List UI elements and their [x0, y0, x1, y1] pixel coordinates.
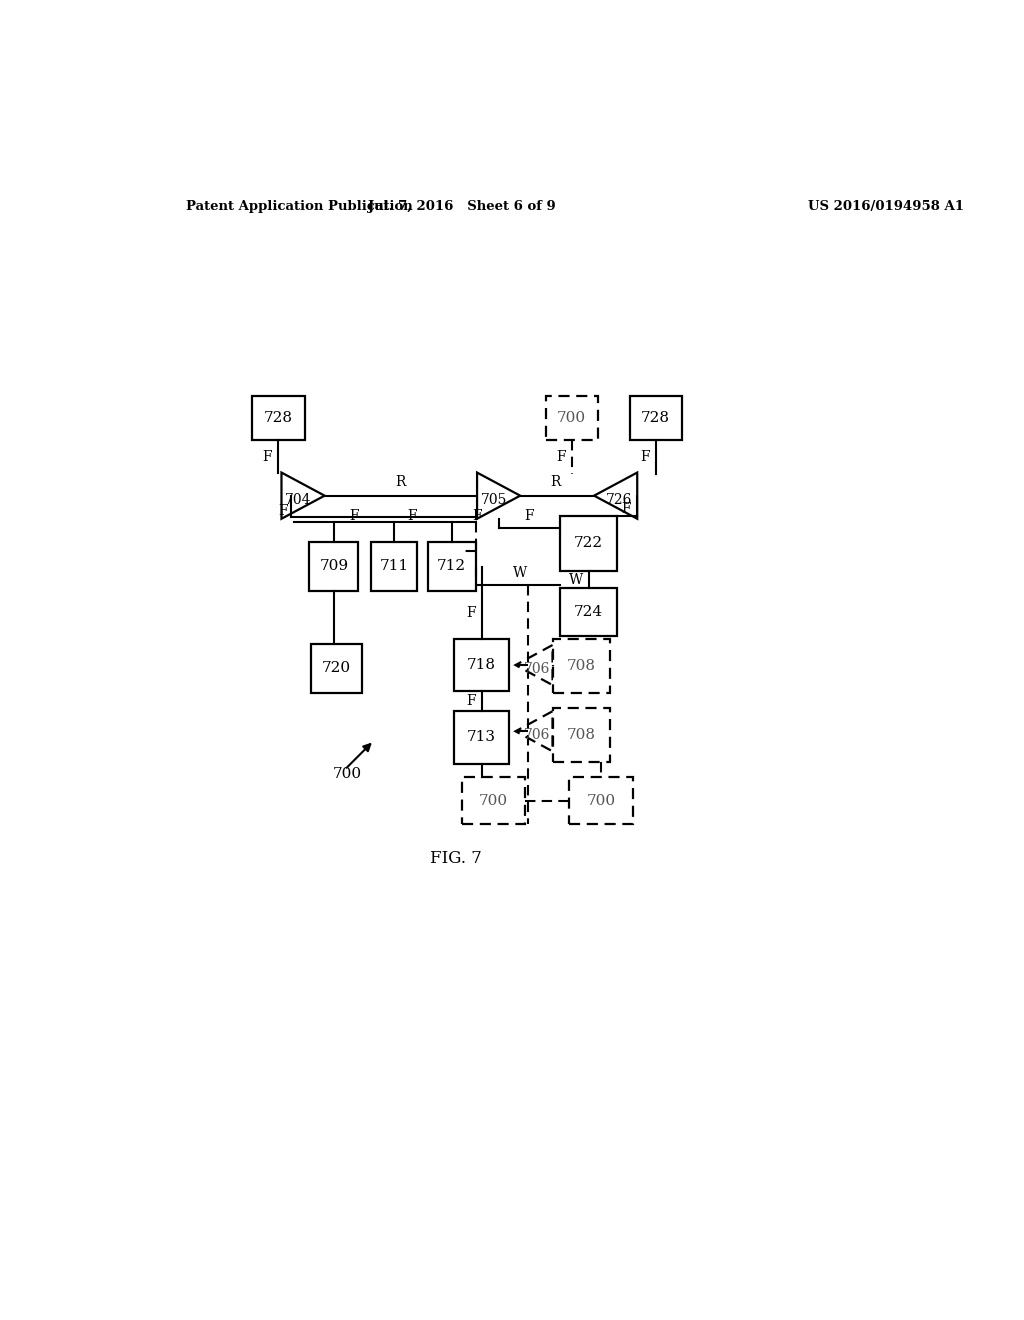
Text: 718: 718	[467, 659, 497, 672]
Bar	[454, 711, 509, 763]
Bar	[630, 396, 682, 441]
Text: 728: 728	[641, 411, 670, 425]
Text: F: F	[472, 508, 482, 523]
Bar	[309, 543, 358, 591]
Text: 711: 711	[379, 560, 409, 573]
Bar	[569, 777, 633, 824]
Bar	[310, 644, 361, 693]
Text: 713: 713	[467, 730, 497, 744]
Text: Jul. 7, 2016   Sheet 6 of 9: Jul. 7, 2016 Sheet 6 of 9	[368, 199, 556, 213]
Bar	[553, 639, 609, 693]
Text: F: F	[557, 450, 566, 465]
Text: 700: 700	[333, 767, 362, 781]
Text: F: F	[524, 508, 535, 523]
Text: 708: 708	[566, 659, 596, 673]
Text: F: F	[467, 606, 476, 619]
Text: Patent Application Publication: Patent Application Publication	[186, 199, 413, 213]
Bar	[428, 543, 475, 591]
Text: 720: 720	[322, 661, 350, 675]
Text: F: F	[640, 450, 649, 465]
Bar	[560, 516, 617, 572]
Text: 709: 709	[319, 560, 348, 573]
Text: FIG. 7: FIG. 7	[429, 850, 481, 867]
Text: 724: 724	[574, 605, 603, 619]
Text: 712: 712	[437, 560, 466, 573]
Text: 705: 705	[481, 492, 507, 507]
Text: W: W	[513, 565, 527, 579]
Text: 700: 700	[587, 793, 615, 808]
Text: W: W	[569, 573, 584, 587]
Text: F: F	[467, 694, 476, 709]
Text: R: R	[551, 475, 561, 490]
Text: F: F	[278, 504, 288, 517]
Bar	[560, 589, 617, 636]
Text: 706: 706	[524, 661, 550, 676]
Text: US 2016/0194958 A1: US 2016/0194958 A1	[808, 199, 965, 213]
Text: 700: 700	[478, 793, 508, 808]
Bar	[553, 708, 609, 762]
Text: 722: 722	[574, 536, 603, 550]
Text: F: F	[349, 508, 358, 523]
Bar	[546, 396, 598, 441]
Bar	[252, 396, 304, 441]
Text: 700: 700	[557, 411, 587, 425]
Text: 728: 728	[264, 411, 293, 425]
Text: 726: 726	[606, 492, 633, 507]
Bar	[462, 777, 525, 824]
Text: F: F	[262, 450, 272, 465]
Text: F: F	[622, 502, 631, 516]
Text: 706: 706	[524, 729, 550, 742]
Text: F: F	[408, 508, 417, 523]
Text: 708: 708	[566, 729, 596, 742]
Bar	[371, 543, 417, 591]
Bar	[454, 639, 509, 692]
Text: 704: 704	[285, 492, 311, 507]
Text: R: R	[395, 475, 406, 490]
